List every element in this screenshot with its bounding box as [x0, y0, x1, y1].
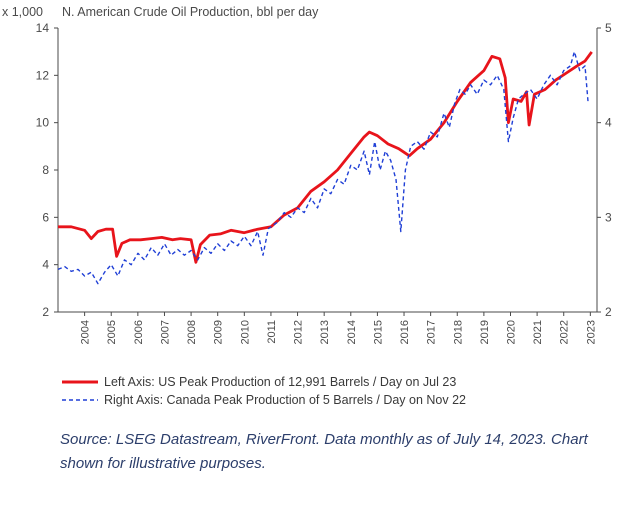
left-tick-label: 8: [42, 163, 49, 177]
chart-area: x 1,000 N. American Crude Oil Production…: [2, 5, 612, 344]
x-tick-label: 2010: [239, 320, 251, 344]
x-tick-label: 2005: [106, 320, 118, 344]
legend-item-us: Left Axis: US Peak Production of 12,991 …: [62, 373, 466, 391]
right-tick-label: 5: [605, 21, 612, 35]
left-tick-label: 6: [42, 210, 49, 224]
source-note: Source: LSEG Datastream, RiverFront. Dat…: [60, 431, 588, 472]
right-tick-label: 3: [605, 210, 612, 224]
legend-label-canada: Right Axis: Canada Peak Production of 5 …: [104, 393, 466, 407]
x-tick-label: 2023: [585, 320, 597, 344]
legend-swatch-us: [62, 380, 98, 384]
right-tick-label: 2: [605, 305, 612, 319]
series-line-us: [58, 51, 593, 264]
right-tick-label: 4: [605, 116, 612, 130]
x-tick-label: 2020: [505, 320, 517, 344]
plot-region: 2 4 6 8 10 12 14 2 3 4 5 2004 2005 2006 2007 2008 2009 20…: [36, 21, 612, 344]
x-tick-label: 2007: [159, 320, 171, 344]
x-tick-label: 2018: [452, 320, 464, 344]
legend-label-us: Left Axis: US Peak Production of 12,991 …: [104, 375, 457, 389]
x-tick-label: 2016: [399, 320, 411, 344]
x-tick-label: 2013: [319, 320, 331, 344]
legend: Left Axis: US Peak Production of 12,991 …: [62, 373, 466, 409]
x-tick-label: 2008: [186, 320, 198, 344]
x-tick-label: 2021: [532, 320, 544, 344]
left-tick-label: 4: [42, 258, 49, 272]
x-tick-label: 2019: [479, 320, 491, 344]
x-tick-label: 2017: [426, 320, 438, 344]
x-tick-label: 2022: [559, 320, 571, 344]
series-line-canada: [57, 51, 589, 285]
left-tick-label: 2: [42, 305, 49, 319]
x-tick-label: 2014: [346, 320, 358, 344]
left-tick-label: 10: [36, 116, 50, 130]
left-tick-label: 14: [36, 21, 50, 35]
x-tick-label: 2009: [213, 320, 225, 344]
x-tick-label: 2011: [266, 320, 278, 344]
x-tick-label: 2006: [133, 320, 145, 344]
x-tick-label: 2015: [372, 320, 384, 344]
chart-title: N. American Crude Oil Production, bbl pe…: [62, 5, 319, 19]
legend-item-canada: Right Axis: Canada Peak Production of 5 …: [62, 391, 466, 409]
left-axis-unit: x 1,000: [2, 5, 43, 19]
x-tick-label: 2012: [293, 320, 305, 344]
legend-swatch-canada: [62, 399, 98, 401]
x-tick-label: 2004: [80, 320, 92, 344]
left-tick-label: 12: [36, 68, 50, 82]
